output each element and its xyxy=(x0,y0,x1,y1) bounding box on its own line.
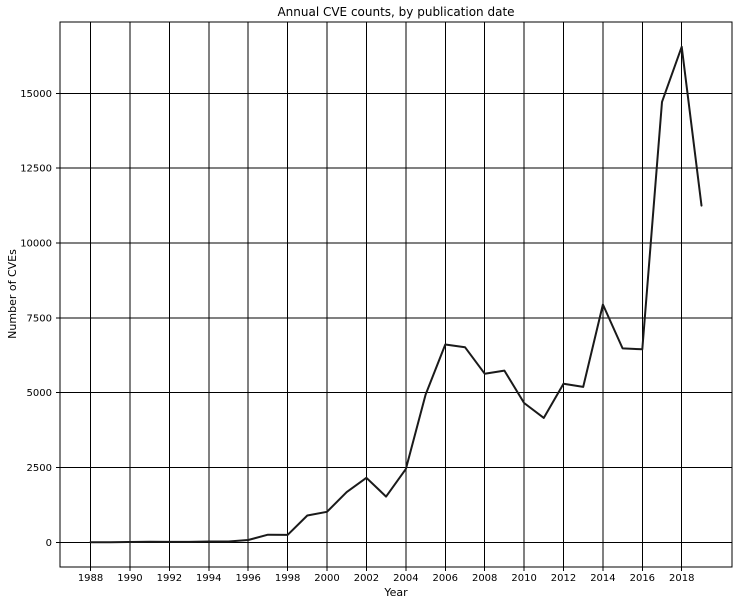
y-tick-label: 5000 xyxy=(27,388,52,399)
y-tick-label: 15000 xyxy=(20,89,52,100)
x-tick-label: 2008 xyxy=(472,573,497,584)
x-tick-label: 1996 xyxy=(235,573,260,584)
y-axis-label: Number of CVEs xyxy=(6,249,19,339)
x-tick-label: 1988 xyxy=(78,573,103,584)
x-tick-label: 2016 xyxy=(630,573,655,584)
x-tick-label: 1994 xyxy=(196,573,221,584)
x-tick-label: 1998 xyxy=(275,573,300,584)
y-tick-label: 2500 xyxy=(27,463,52,474)
y-tick-label: 10000 xyxy=(20,239,52,250)
x-tick-label: 2006 xyxy=(433,573,458,584)
x-tick-label: 2000 xyxy=(314,573,339,584)
x-tick-label: 1992 xyxy=(157,573,182,584)
y-tick-label: 12500 xyxy=(20,164,52,175)
y-tick-label: 7500 xyxy=(27,313,52,324)
x-axis-label: Year xyxy=(383,586,408,599)
x-tick-label: 2002 xyxy=(354,573,379,584)
chart-title: Annual CVE counts, by publication date xyxy=(277,5,514,19)
tick-layer: 1988 1990 1992 1994 1996 1998 2000 2002 2004 2006… xyxy=(20,89,694,584)
x-tick-label: 1990 xyxy=(117,573,142,584)
x-tick-label: 2018 xyxy=(669,573,694,584)
x-tick-label: 2014 xyxy=(590,573,615,584)
plot-border xyxy=(59,21,733,568)
x-tick-label: 2010 xyxy=(511,573,536,584)
series-layer xyxy=(89,45,703,544)
grid-layer xyxy=(60,22,732,567)
cve-count-line xyxy=(89,45,703,544)
y-tick-label: 0 xyxy=(46,538,52,549)
x-tick-label: 2012 xyxy=(551,573,576,584)
x-tick-label: 2004 xyxy=(393,573,418,584)
